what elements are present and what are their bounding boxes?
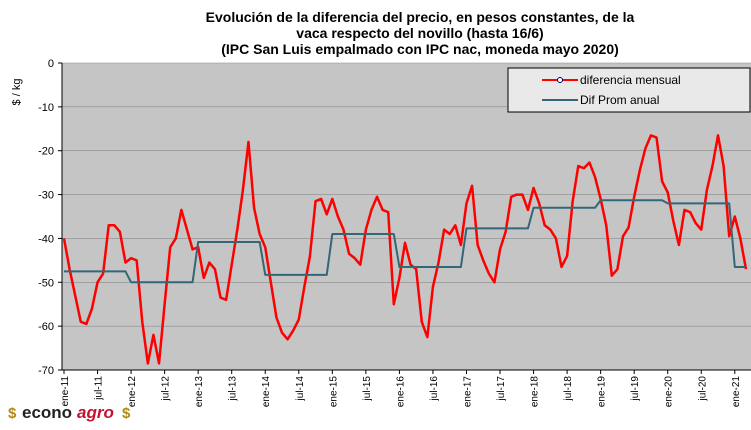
x-tick-label: ene-19 xyxy=(597,376,608,408)
x-tick-label: ene-18 xyxy=(530,376,541,408)
logo: $ econo agro $ xyxy=(8,403,131,422)
legend-marker xyxy=(557,77,563,83)
x-tick-label: ene-16 xyxy=(395,376,406,408)
y-tick-label: -10 xyxy=(38,102,54,114)
chart-title: Evolución de la diferencia del precio, e… xyxy=(206,9,635,25)
y-tick-label: -50 xyxy=(38,277,54,289)
x-tick-label: jul-14 xyxy=(295,376,306,402)
y-tick-label: -20 xyxy=(38,146,54,158)
x-tick-label: ene-12 xyxy=(127,376,138,408)
series-line xyxy=(64,199,746,284)
y-tick-label: -70 xyxy=(38,365,54,377)
x-tick-label: jul-15 xyxy=(362,376,373,402)
x-tick-label: jul-16 xyxy=(429,376,440,402)
logo-symbol: $ xyxy=(122,405,131,422)
x-tick-label: ene-15 xyxy=(328,376,339,408)
x-tick-label: jul-13 xyxy=(228,376,239,402)
x-tick-label: ene-13 xyxy=(194,376,205,408)
x-tick-label: jul-11 xyxy=(94,376,105,401)
legend-label: Dif Prom anual xyxy=(580,93,659,107)
y-axis-label: $ / kg xyxy=(11,79,23,106)
logo-symbol: $ xyxy=(8,405,17,422)
legend-label: diferencia mensual xyxy=(580,73,681,87)
y-tick-label: 0 xyxy=(48,58,54,70)
y-tick-label: -60 xyxy=(38,321,54,333)
x-tick-label: jul-20 xyxy=(697,376,708,402)
chart-title: (IPC San Luis empalmado con IPC nac, mon… xyxy=(221,41,619,57)
y-tick-label: -40 xyxy=(38,233,54,245)
logo-text: econo xyxy=(22,403,72,422)
x-tick-label: jul-12 xyxy=(161,376,172,402)
x-tick-label: jul-17 xyxy=(496,376,507,402)
x-tick-label: jul-19 xyxy=(630,376,641,402)
y-tick-label: -30 xyxy=(38,190,54,202)
x-tick-label: ene-14 xyxy=(261,376,272,408)
x-tick-label: ene-20 xyxy=(664,376,675,408)
legend-box xyxy=(507,67,751,113)
logo-text: agro xyxy=(77,403,114,422)
series-line xyxy=(62,134,748,365)
x-tick-label: ene-17 xyxy=(462,376,473,408)
plot-area xyxy=(62,63,751,370)
x-tick-label: ene-11 xyxy=(60,376,71,407)
chart-title: vaca respecto del novillo (hasta 16/6) xyxy=(296,25,543,41)
x-tick-label: ene-21 xyxy=(731,376,742,408)
x-tick-label: jul-18 xyxy=(563,376,574,402)
